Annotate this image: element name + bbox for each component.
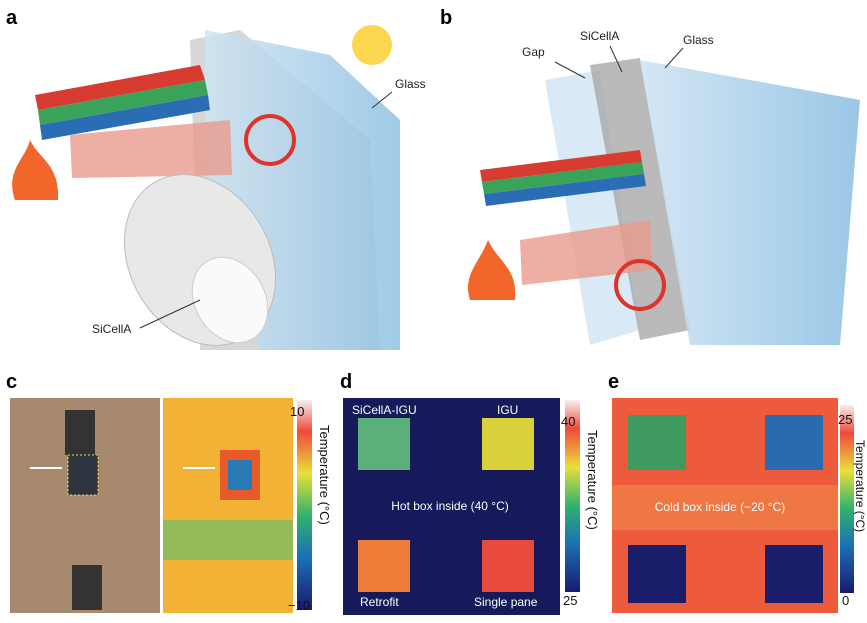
window <box>65 410 95 455</box>
roll-core <box>191 256 269 344</box>
no-icon <box>244 114 296 166</box>
panel-label: e <box>608 371 619 393</box>
annotation: SiCellA <box>580 29 619 43</box>
annotation: Single pane <box>474 595 538 609</box>
colorbar <box>840 405 854 593</box>
fire-icon <box>12 140 59 200</box>
colorbar-label: 0 <box>842 593 849 608</box>
sample <box>765 415 823 470</box>
panel-label: b <box>440 7 452 29</box>
rainbow-beam <box>35 65 210 140</box>
panel-b: b Gap SiCellA Glass <box>440 7 860 345</box>
window <box>72 565 102 610</box>
colorbar-label: 40 <box>561 414 575 429</box>
panel-e: e Cold box inside (−20 °C) 25 0 Temperat… <box>608 371 867 613</box>
annotation: Glass <box>683 33 714 47</box>
colorbar-title: Temperature (°C) <box>853 440 867 532</box>
sample <box>628 545 686 603</box>
rainbow-beam <box>480 150 646 206</box>
annotation: SiCellA <box>92 322 131 336</box>
panel-a: a Glass SiCellA <box>6 7 426 350</box>
sample <box>482 418 534 470</box>
sun-icon <box>352 25 392 65</box>
colorbar <box>565 400 580 592</box>
leader <box>664 47 684 69</box>
panel-label: a <box>6 7 18 29</box>
annotation: Glass <box>395 77 426 91</box>
annotation: IGU <box>497 403 518 417</box>
no-icon <box>614 259 666 311</box>
sample <box>482 540 534 592</box>
thermal-region <box>163 520 293 560</box>
colorbar-label: −10 <box>288 598 310 613</box>
thermal-region <box>612 485 838 530</box>
colorbar-label: 10 <box>290 404 304 419</box>
sample <box>765 545 823 603</box>
panel-label: d <box>340 371 352 393</box>
colorbar <box>297 400 312 610</box>
colorbar-label: 25 <box>838 412 852 427</box>
sicella-layer <box>590 58 690 340</box>
annotation: Gap <box>522 45 545 59</box>
annotation: Hot box inside (40 °C) <box>391 499 509 513</box>
leader <box>609 45 623 73</box>
colorbar-title: Temperature (°C) <box>585 430 600 530</box>
fire-icon <box>467 240 516 300</box>
sample <box>358 540 410 592</box>
window <box>67 454 99 496</box>
annotation: Retrofit <box>360 595 399 609</box>
heat-beam <box>70 120 232 178</box>
leader <box>139 299 201 329</box>
panel-label: c <box>6 371 17 393</box>
colorbar-title: Temperature (°C) <box>317 425 332 525</box>
annotation: SiCellA-IGU <box>352 403 417 417</box>
window-thermal <box>228 460 252 490</box>
thermal-image <box>163 398 293 613</box>
panel-c: c 10 −10 Temperature (°C) <box>6 371 332 613</box>
sample <box>628 415 686 470</box>
leader <box>371 91 393 109</box>
leader <box>554 61 586 79</box>
glass-pane <box>640 60 860 345</box>
sample <box>358 418 410 470</box>
heat-beam <box>520 220 652 285</box>
annotation: Cold box inside (−20 °C) <box>655 500 786 514</box>
panel-d: d SiCellA-IGU IGU Hot box inside (40 °C)… <box>340 371 600 615</box>
colorbar-label: 25 <box>563 593 577 608</box>
